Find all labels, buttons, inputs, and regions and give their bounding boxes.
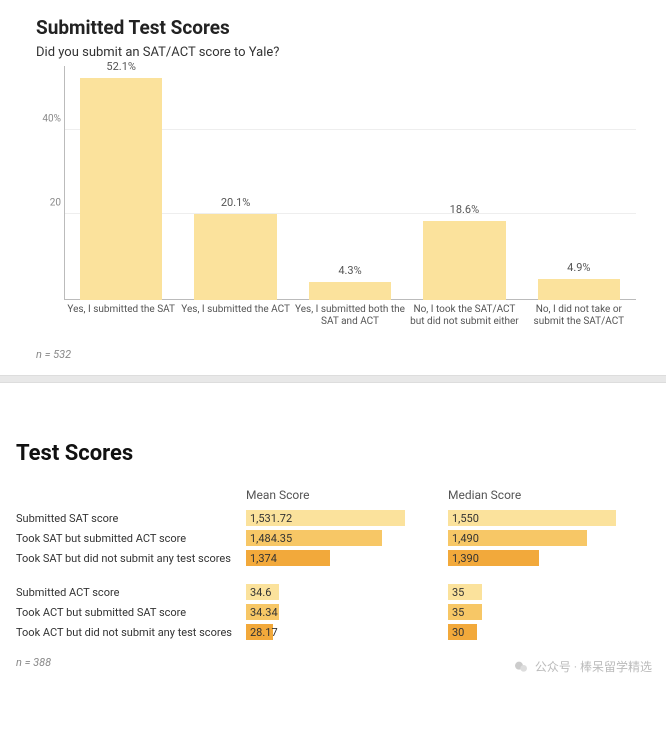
row-label: Submitted ACT score — [16, 586, 246, 599]
median-col: 30 — [448, 622, 650, 642]
bar-column: 52.1% — [64, 66, 178, 300]
row-label: Took SAT but did not submit any test sco… — [16, 552, 246, 565]
row-label: Took SAT but submitted ACT score — [16, 532, 246, 545]
x-axis-label: No, I took the SAT/ACT but did not submi… — [407, 300, 521, 336]
y-tick-label: 20 — [31, 198, 61, 209]
row-group-gap — [16, 568, 650, 582]
bar-value-label: 52.1% — [106, 60, 136, 73]
test-scores-section: Test Scores Mean Score Median Score Subm… — [0, 441, 666, 689]
score-rows-container: Submitted SAT score1,531.72 1,550 Took SAT… — [16, 508, 650, 642]
header-median: Median Score — [448, 488, 650, 502]
median-bar: 1,390 — [448, 550, 539, 566]
score-row: Submitted ACT score34.6 35 — [16, 582, 650, 602]
wechat-icon — [513, 659, 529, 675]
x-axis-label: Yes, I submitted both the SAT and ACT — [293, 300, 407, 336]
section-title: Submitted Test Scores — [36, 16, 646, 39]
score-row: Took SAT but did not submit any test sco… — [16, 548, 650, 568]
chart-footnote: n = 532 — [36, 348, 646, 361]
y-tick-label: 40% — [31, 113, 61, 124]
mean-col: 1,374 — [246, 548, 448, 568]
mean-col: 34.34 — [246, 602, 448, 622]
bar-column: 18.6% — [407, 66, 521, 300]
score-row: Took ACT but submitted SAT score34.34 35 — [16, 602, 650, 622]
mean-bar: 1,531.72 — [246, 510, 405, 526]
section-subtitle: Did you submit an SAT/ACT score to Yale? — [36, 45, 646, 60]
score-row: Took SAT but submitted ACT score1,484.35… — [16, 528, 650, 548]
section-gap — [0, 383, 666, 441]
watermark: 公众号 · 棒呆留学精选 — [513, 658, 652, 675]
bar: 52.1% — [80, 78, 162, 300]
median-bar: 35 — [448, 584, 482, 600]
row-label: Took ACT but did not submit any test sco… — [16, 626, 246, 639]
header-mean: Mean Score — [246, 488, 448, 502]
mean-col: 28.17 — [246, 622, 448, 642]
mean-bar: 1,374 — [246, 550, 330, 566]
median-col: 1,550 — [448, 508, 650, 528]
row-label: Submitted SAT score — [16, 512, 246, 525]
median-col: 35 — [448, 582, 650, 602]
submitted-scores-section: Submitted Test Scores Did you submit an … — [0, 0, 666, 375]
x-axis-label: No, I did not take or submit the SAT/ACT — [522, 300, 636, 336]
x-axis-label: Yes, I submitted the SAT — [64, 300, 178, 336]
mean-bar: 34.6 — [246, 584, 279, 600]
median-bar: 1,490 — [448, 530, 587, 546]
median-col: 1,490 — [448, 528, 650, 548]
mean-col: 1,484.35 — [246, 528, 448, 548]
mean-bar: 28.17 — [246, 624, 273, 640]
mean-col: 34.6 — [246, 582, 448, 602]
bar-value-label: 20.1% — [221, 196, 251, 209]
score-row: Submitted SAT score1,531.72 1,550 — [16, 508, 650, 528]
header-spacer — [16, 488, 246, 502]
bar-chart: 2040% 52.1%20.1%4.3%18.6%4.9% Yes, I sub… — [64, 66, 636, 336]
chart-bars: 52.1% 20.1% 4.3% 18.6% 4.9% — [64, 66, 636, 300]
row-label: Took ACT but submitted SAT score — [16, 606, 246, 619]
chart-x-labels: Yes, I submitted the SATYes, I submitted… — [64, 300, 636, 336]
bar-value-label: 18.6% — [450, 203, 480, 216]
median-bar: 35 — [448, 604, 482, 620]
median-col: 1,390 — [448, 548, 650, 568]
median-bar: 30 — [448, 624, 477, 640]
bar-value-label: 4.3% — [338, 264, 361, 277]
score-headers: Mean Score Median Score — [16, 488, 650, 502]
mean-bar: 34.34 — [246, 604, 279, 620]
mean-bar: 1,484.35 — [246, 530, 382, 546]
mean-col: 1,531.72 — [246, 508, 448, 528]
median-col: 35 — [448, 602, 650, 622]
section-divider — [0, 375, 666, 383]
bar: 4.9% — [538, 279, 620, 300]
bar: 4.3% — [309, 282, 391, 300]
median-bar: 1,550 — [448, 510, 616, 526]
watermark-text: 公众号 · 棒呆留学精选 — [535, 658, 652, 675]
bar-column: 20.1% — [178, 66, 292, 300]
bar-value-label: 4.9% — [567, 261, 590, 274]
section2-title: Test Scores — [16, 441, 650, 466]
bar-column: 4.9% — [522, 66, 636, 300]
bar: 20.1% — [194, 214, 276, 300]
bar-column: 4.3% — [293, 66, 407, 300]
x-axis-label: Yes, I submitted the ACT — [178, 300, 292, 336]
score-row: Took ACT but did not submit any test sco… — [16, 622, 650, 642]
bar: 18.6% — [423, 221, 505, 300]
